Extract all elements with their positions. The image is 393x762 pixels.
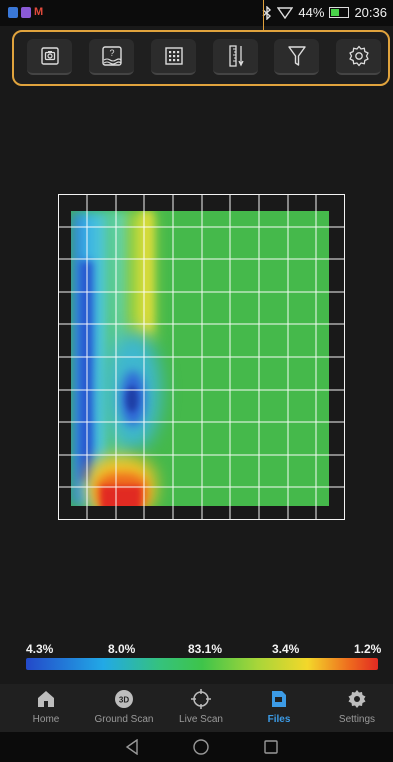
legend-label-green: 83.1%: [188, 642, 223, 656]
filter-button[interactable]: [274, 39, 319, 75]
nav-files[interactable]: Files: [240, 688, 318, 730]
bottom-navigation: Home 3D Ground Scan Live Scan Files Sett…: [0, 684, 393, 732]
grid-icon: [164, 47, 183, 65]
nav-live-scan-label: Live Scan: [179, 714, 223, 725]
legend-label-blue: 4.3%: [26, 642, 54, 656]
legend-color-bar: [26, 658, 378, 670]
home-circle-icon[interactable]: [192, 738, 210, 756]
back-icon[interactable]: [123, 738, 141, 756]
legend-labels: 4.3% 8.0% 83.1% 3.4% 1.2%: [0, 642, 393, 658]
gear-icon: [348, 45, 369, 67]
nav-live-scan[interactable]: Live Scan: [162, 688, 240, 730]
bluetooth-icon: [262, 5, 272, 20]
toolbar-settings-button[interactable]: [336, 39, 381, 75]
ruler-depth-icon: [228, 45, 244, 67]
scan-heatmap[interactable]: [58, 194, 345, 520]
nav-settings[interactable]: Settings: [318, 688, 393, 730]
filter-icon: [287, 46, 306, 66]
notification-icons: M: [8, 7, 43, 18]
files-icon: [268, 688, 290, 710]
nav-files-label: Files: [267, 714, 291, 725]
status-bar: M 44% 20:36: [0, 0, 393, 26]
battery-icon: [329, 7, 350, 18]
wifi-icon: [277, 7, 294, 19]
app-icon-purple: [21, 7, 31, 18]
svg-text:3D: 3D: [119, 696, 129, 705]
tutorial-pointer-line: [263, 0, 264, 30]
grid-view-button[interactable]: [151, 39, 196, 75]
depth-ruler-button[interactable]: [213, 39, 258, 75]
ground-question-icon: ?: [101, 46, 122, 66]
nav-home-label: Home: [32, 714, 60, 725]
svg-text:?: ?: [109, 48, 114, 58]
ground-scan-3d-icon: 3D: [113, 688, 135, 710]
legend-label-cyan: 8.0%: [108, 642, 136, 656]
legend-label-red: 1.2%: [354, 642, 382, 656]
legend-label-yellow: 3.4%: [272, 642, 300, 656]
map-grid: [58, 194, 345, 520]
nav-settings-label: Settings: [338, 714, 376, 725]
scan-toolbar: ?: [12, 30, 390, 86]
crosshair-icon: [190, 688, 212, 710]
camera-icon: [40, 47, 59, 65]
settings-gear-icon: [346, 688, 368, 710]
nav-home[interactable]: Home: [7, 688, 85, 730]
battery-percent: 44%: [298, 5, 325, 20]
system-navigation-bar: [0, 732, 393, 762]
app-icon-blue: [8, 7, 18, 18]
gmail-icon: M: [34, 6, 44, 18]
recents-icon[interactable]: [262, 738, 280, 756]
camera-capture-button[interactable]: [27, 39, 72, 75]
clock: 20:36: [354, 5, 387, 20]
status-indicators: 44% 20:36: [262, 5, 387, 20]
nav-ground-scan[interactable]: 3D Ground Scan: [85, 688, 163, 730]
nav-ground-scan-label: Ground Scan: [94, 714, 154, 725]
ground-help-button[interactable]: ?: [89, 39, 134, 75]
home-icon: [35, 688, 57, 710]
